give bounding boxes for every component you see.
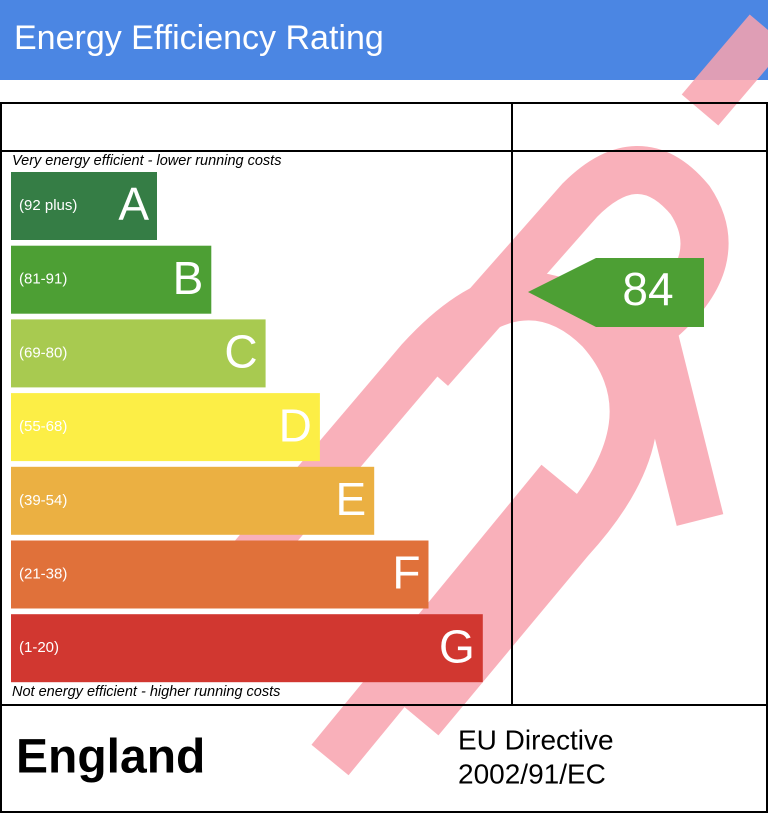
band-bar [11, 245, 212, 314]
band-range: (55-68) [19, 418, 67, 435]
band-range: (92 plus) [19, 197, 77, 214]
band-letter: C [224, 326, 257, 378]
band-range: (69-80) [19, 344, 67, 361]
band-letter: A [118, 178, 149, 230]
band-range: (21-38) [19, 565, 67, 582]
band-bar [11, 319, 266, 388]
directive-line: EU Directive [458, 724, 614, 755]
band-letter: B [173, 252, 204, 304]
band-range: (39-54) [19, 492, 67, 509]
current-rating-arrow [528, 258, 704, 327]
band-bar [11, 393, 320, 462]
frame [0, 102, 768, 813]
country: England [16, 731, 205, 784]
band-range: (1-20) [19, 639, 59, 656]
band-letter: E [336, 473, 367, 525]
bands: (92 plus) A (81-91) B (69-80) C (55-68) D (39-54… [11, 172, 483, 683]
directive-line: 2002/91/EC [458, 758, 606, 789]
top-note: Very energy efficient - lower running co… [12, 153, 281, 169]
header-title: Energy Efficiency Rating [14, 19, 384, 57]
band-bar [11, 614, 483, 683]
band-range: (81-91) [19, 271, 67, 288]
band-bar [11, 466, 375, 535]
header-bar [0, 0, 768, 80]
band-bar [11, 540, 429, 609]
band-letter: D [279, 399, 312, 451]
bottom-note: Not energy efficient - higher running co… [12, 684, 280, 700]
band-letter: G [439, 620, 475, 672]
band-bar [11, 172, 157, 240]
band-letter: F [392, 547, 420, 599]
current-rating: 84 [622, 263, 673, 315]
